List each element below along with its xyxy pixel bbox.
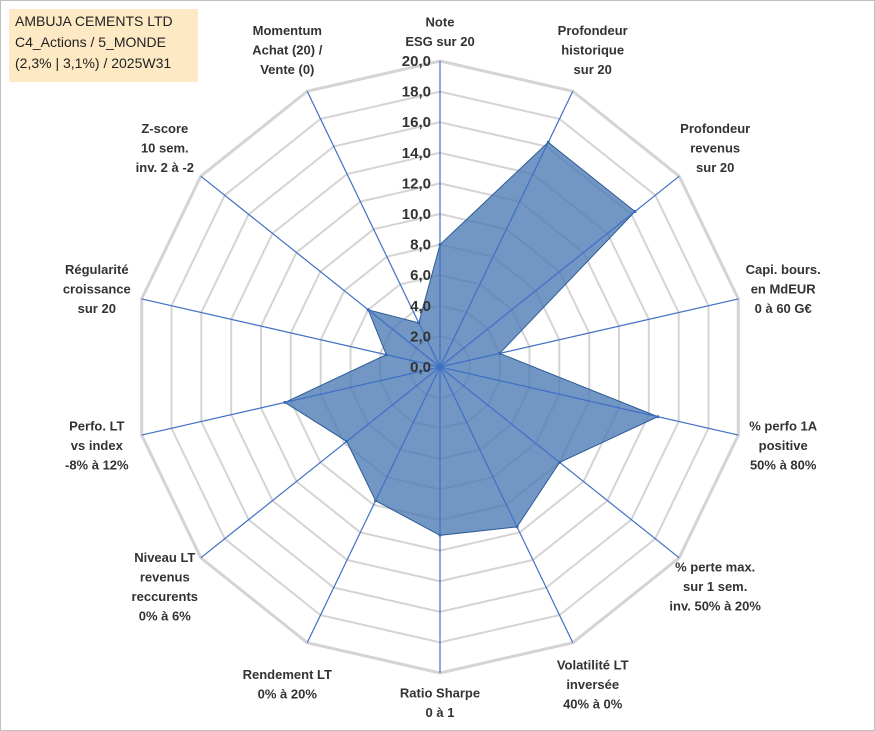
radar-axis-label: % perte max. sur 1 sem. inv. 50% à 20%	[669, 560, 761, 614]
radar-axis-labels: Note ESG sur 20 Profondeur historique sur 20…	[63, 15, 821, 721]
radar-axis-label: Rendement LT 0% à 20%	[243, 667, 332, 702]
radar-axis-label: Profondeur historique sur 20	[558, 23, 628, 77]
radar-axis-label: Perfo. LT vs index -8% à 12%	[65, 419, 129, 473]
radar-tick-label: 2,0	[410, 328, 431, 345]
radar-spoke	[439, 91, 574, 368]
radar-spoke	[200, 175, 441, 368]
radar-axis-label: Z-score 10 sem. inv. 2 à -2	[136, 121, 194, 175]
radar-spoke	[141, 298, 441, 368]
radar-spoke	[439, 366, 574, 643]
radar-spoke	[439, 175, 680, 368]
radar-tick-label: 0,0	[410, 359, 431, 376]
chart-title-category: C4_Actions / 5_MONDE	[15, 34, 166, 50]
radar-tick-label: 12,0	[402, 175, 431, 192]
radar-tick-label: 10,0	[402, 206, 431, 223]
radar-axis-label: Volatilité LT inversée 40% à 0%	[557, 657, 629, 711]
radar-tick-label: 14,0	[402, 145, 431, 162]
radar-tick-labels: 0,0 2,0 4,0 6,0 8,0 10,0 12,0 14,0 16,0 18,0 20,0	[402, 53, 431, 376]
radar-axis-label: Capi. bours. en MdEUR 0 à 60 G€	[746, 262, 821, 316]
radar-axis-label: % perfo 1A positive 50% à 80%	[749, 419, 818, 473]
chart-title-period: (2,3% | 3,1%) / 2025W31	[15, 55, 172, 71]
radar-axis-label: Profondeur revenus sur 20	[680, 121, 750, 175]
radar-axis-label: Ratio Sharpe 0 à 1	[400, 686, 480, 721]
radar-axis-label: Régularité croissance sur 20	[63, 262, 131, 316]
radar-spoke	[200, 366, 441, 559]
chart-title-company: AMBUJA CEMENTS LTD	[15, 13, 173, 29]
radar-spoke	[439, 366, 739, 436]
radar-spoke	[439, 298, 739, 368]
radar-spokes	[141, 61, 739, 673]
radar-tick-label: 16,0	[402, 114, 431, 131]
radar-spoke	[306, 366, 441, 643]
chart-title-box: AMBUJA CEMENTS LTD C4_Actions / 5_MONDE …	[9, 9, 198, 82]
radar-tick-label: 18,0	[402, 84, 431, 101]
radar-spoke	[439, 366, 680, 559]
radar-tick-label: 8,0	[410, 237, 431, 254]
radar-tick-label: 20,0	[402, 53, 431, 70]
radar-spoke	[306, 91, 441, 368]
radar-tick-label: 6,0	[410, 267, 431, 284]
radar-axis-label: Momentum Achat (20) / Vente (0)	[252, 23, 322, 77]
radar-spoke	[141, 366, 441, 436]
radar-axis-label: Niveau LT revenus reccurents 0% à 6%	[132, 550, 198, 624]
radar-series-area	[283, 141, 660, 536]
radar-axis-label: Note ESG sur 20	[405, 15, 474, 50]
radar-tick-label: 4,0	[410, 298, 431, 315]
